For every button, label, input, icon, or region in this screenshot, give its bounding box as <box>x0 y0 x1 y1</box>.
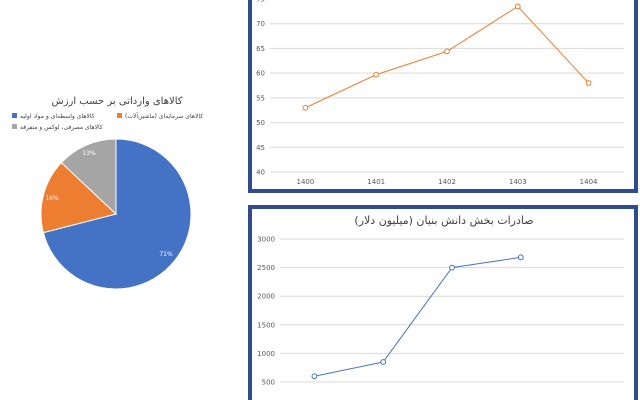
pie-legend: کالاهای واسطه‌ای و مواد اولیه کالاهای سر… <box>12 111 203 131</box>
pie-slices <box>40 138 192 290</box>
x-tick-label: 1402 <box>438 178 456 186</box>
pie-data-label-consumer: 13% <box>82 150 96 157</box>
legend-swatch-capital <box>117 113 122 118</box>
data-point <box>380 359 387 365</box>
data-point <box>373 71 380 78</box>
series-line <box>314 256 521 377</box>
pie-data-label-intermediate: 71% <box>159 251 173 258</box>
pie-slice-consumer <box>60 138 117 216</box>
legend-swatch-consumer <box>12 124 17 129</box>
data-point <box>311 373 318 380</box>
data-point <box>517 254 524 261</box>
line-chart-bottom-panel: صادرات بخش دانش بنیان (میلیون دلار) 500 1… <box>248 205 638 400</box>
y-tick-label: 65 <box>256 45 265 53</box>
y-tick-label: 1500 <box>257 321 275 329</box>
x-tick-label: 1400 <box>296 178 314 186</box>
x-tick-label: 1403 <box>509 178 527 186</box>
y-tick-label: 2000 <box>257 293 275 301</box>
y-tick-label: 500 <box>262 379 275 387</box>
pie-chart-title: کالاهای وارداتی بر حسب ارزش <box>51 96 182 107</box>
y-tick-label: 3000 <box>257 236 275 244</box>
top-chart-series <box>302 3 592 111</box>
y-tick-label: 55 <box>256 94 265 102</box>
pie-data-label-capital: 16% <box>45 195 59 202</box>
bottom-chart-series <box>311 254 524 380</box>
line-chart-top-frame <box>248 0 638 193</box>
pie-chart-panel: کالاهای وارداتی بر حسب ارزش کالاهای واسط… <box>12 96 203 290</box>
top-chart-y-axis-labels: 40 45 50 55 60 65 70 75 <box>256 0 265 177</box>
legend-label-capital: کالاهای سرمایه‌ای (ماشین‌آلات) <box>125 111 203 120</box>
data-point <box>302 104 309 111</box>
y-tick-label: 75 <box>256 0 265 4</box>
data-point <box>444 48 450 55</box>
data-point <box>449 264 455 271</box>
y-tick-label: 70 <box>256 20 265 28</box>
top-chart-x-axis-labels: 1400 1401 1402 1403 1404 <box>296 178 598 186</box>
bottom-chart-y-axis-labels: 500 1000 1500 2000 2500 3000 <box>257 236 275 387</box>
y-tick-label: 2500 <box>257 264 275 272</box>
top-chart-gridlines <box>270 23 624 173</box>
legend-label-intermediate: کالاهای واسطه‌ای و مواد اولیه <box>20 113 95 120</box>
y-tick-label: 45 <box>256 144 265 152</box>
legend-swatch-intermediate <box>12 113 17 118</box>
x-tick-label: 1404 <box>580 178 598 186</box>
legend-label-consumer: کالاهای مصرفی، لوکس و متفرقه <box>20 124 103 131</box>
y-tick-label: 1000 <box>257 350 275 358</box>
data-point <box>585 80 592 86</box>
y-tick-label: 40 <box>256 169 265 177</box>
line-chart-top-panel: 40 45 50 55 60 65 70 75 1400 1401 1402 1403 1404 <box>248 0 638 193</box>
pie-slice-intermediate <box>42 138 192 290</box>
bottom-chart-title: صادرات بخش دانش بنیان (میلیون دلار) <box>354 214 533 227</box>
line-chart-bottom-frame <box>248 205 638 400</box>
pie-slice-capital <box>40 161 118 234</box>
data-point <box>514 3 521 10</box>
y-tick-label: 50 <box>256 119 265 127</box>
x-tick-label: 1401 <box>367 178 385 186</box>
y-tick-label: 60 <box>256 70 265 78</box>
